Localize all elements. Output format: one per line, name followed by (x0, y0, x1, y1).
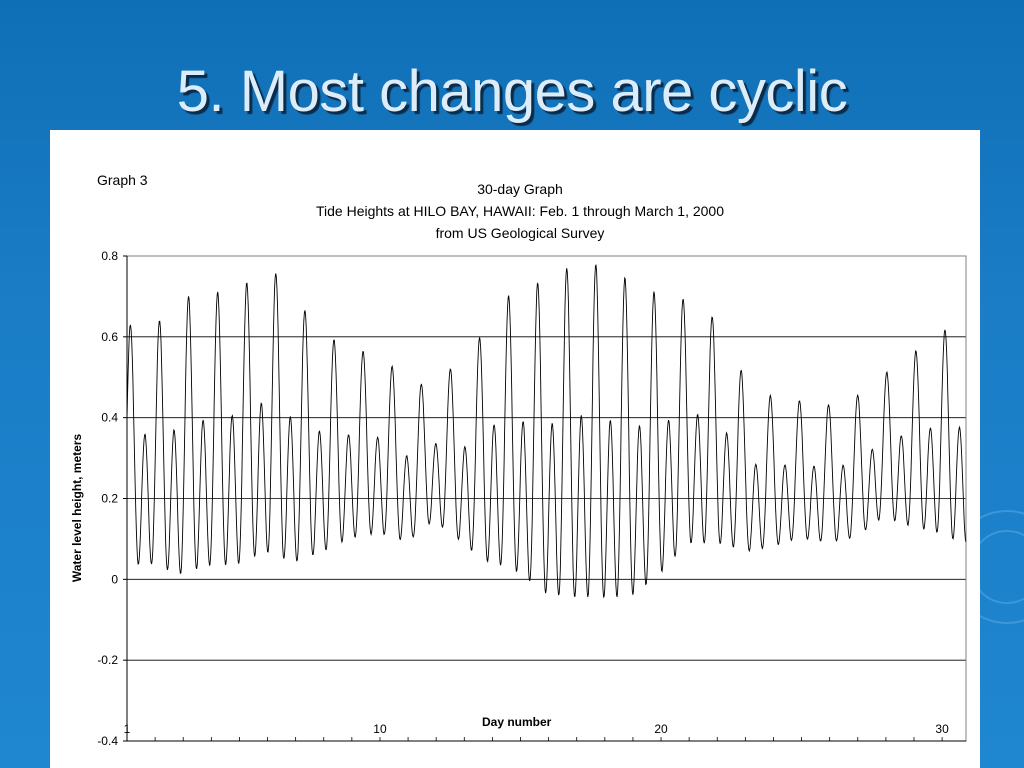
y-tick-label: -0.4 (97, 734, 118, 748)
tide-chart: 0.8 0.6 0.4 0.2 0 -0.2 -0.4 1 10 20 30 (97, 249, 967, 748)
y-tick-label: 0.2 (101, 492, 118, 506)
axes: 0.8 0.6 0.4 0.2 0 -0.2 -0.4 1 10 20 30 (97, 249, 967, 748)
slide-title: 5. Most changes are cyclic (176, 59, 848, 124)
y-tick-label: 0.8 (101, 249, 118, 263)
graph-label: Graph 3 (97, 172, 148, 188)
x-axis-label: Day number (482, 715, 552, 729)
x-tick-label: 10 (373, 722, 387, 736)
chart-subtitle: Tide Heights at HILO BAY, HAWAII: Feb. 1… (315, 203, 724, 219)
tide-height-series-line (126, 264, 967, 599)
x-tick-label: 1 (124, 722, 131, 736)
chart-source: from US Geological Survey (435, 225, 605, 241)
series-layer (126, 264, 967, 599)
chart-title: 30-day Graph (477, 181, 563, 197)
y-tick-label: -0.2 (97, 653, 118, 667)
chart-titles: 30-day Graph Tide Heights at HILO BAY, H… (210, 178, 830, 244)
chart-panel: 0.8 0.6 0.4 0.2 0 -0.2 -0.4 1 10 20 30 Graph 3 30-… (50, 130, 980, 768)
y-tick-label: 0 (111, 572, 118, 586)
x-tick-label: 20 (654, 722, 668, 736)
y-tick-label: 0.6 (101, 330, 118, 344)
y-tick-label: 0.4 (101, 411, 118, 425)
y-axis-label: Water level height, meters (70, 433, 84, 583)
x-tick-label: 30 (935, 722, 949, 736)
